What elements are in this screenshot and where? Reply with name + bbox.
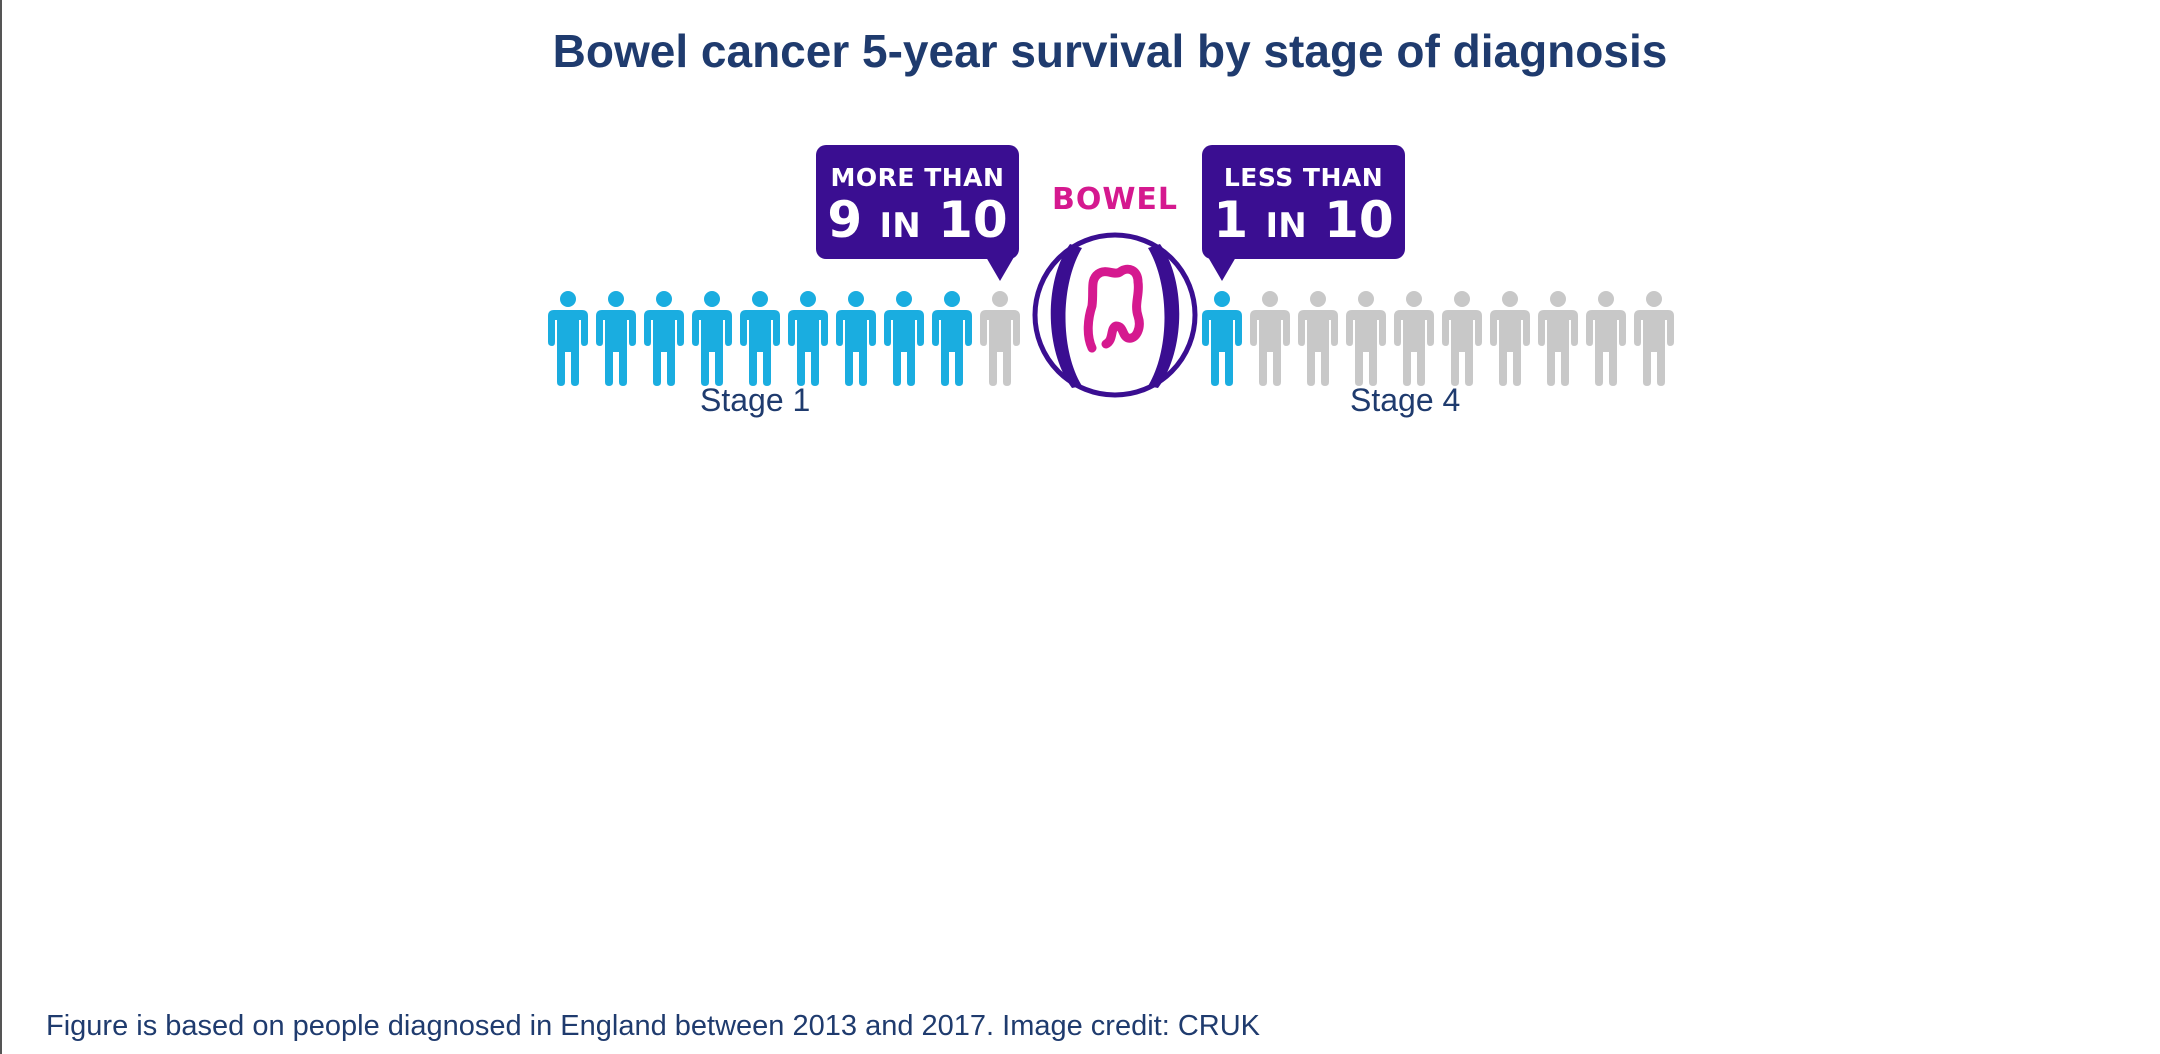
stage-4-person-icon bbox=[1586, 291, 1626, 386]
left-border bbox=[0, 0, 2, 1054]
stage-1-callout: MORE THAN 9 IN 10 bbox=[816, 145, 1019, 259]
stage-1-callout-prefix: MORE THAN bbox=[830, 163, 1005, 192]
stage-4-callout: LESS THAN 1 IN 10 bbox=[1202, 145, 1405, 259]
stage-1-survivor-person-icon bbox=[836, 291, 876, 386]
stage-4-person-icon bbox=[1490, 291, 1530, 386]
stage-4-callout-ratio: 1 IN 10 bbox=[1202, 194, 1405, 252]
stage-4-person-icon bbox=[1634, 291, 1674, 386]
stage-1-callout-num: 9 bbox=[827, 191, 863, 249]
stage-4-survivor-person-icon bbox=[1202, 291, 1242, 386]
stage-4-callout-in: IN bbox=[1265, 206, 1307, 246]
stage-1-callout-denom: 10 bbox=[938, 191, 1008, 249]
stage-1-survivor-person-icon bbox=[932, 291, 972, 386]
stage-1-survivor-person-icon bbox=[788, 291, 828, 386]
stage-4-person-icon bbox=[1250, 291, 1290, 386]
stage-1-callout-tail bbox=[986, 257, 1014, 281]
stage-4-person-icon bbox=[1394, 291, 1434, 386]
stage-4-callout-denom: 10 bbox=[1324, 191, 1394, 249]
stage-1-person-icon bbox=[980, 291, 1020, 386]
stage-4-person-icon bbox=[1442, 291, 1482, 386]
survival-infographic: MORE THAN 9 IN 10 LESS THAN 1 IN 10 BOWE… bbox=[530, 130, 1730, 430]
stage-4-callout-num: 1 bbox=[1213, 191, 1249, 249]
stage-4-people-row bbox=[1198, 290, 1678, 390]
stage-4-person-icon bbox=[1346, 291, 1386, 386]
footnote: Figure is based on people diagnosed in E… bbox=[46, 1010, 1260, 1042]
stage-4-callout-tail bbox=[1208, 257, 1236, 281]
stage-4-callout-prefix: LESS THAN bbox=[1223, 163, 1384, 192]
stage-4-label: Stage 4 bbox=[1350, 382, 1461, 418]
bowel-label: BOWEL bbox=[1051, 182, 1179, 217]
stage-1-survivor-person-icon bbox=[596, 291, 636, 386]
stage-4-person-icon bbox=[1298, 291, 1338, 386]
stage-1-survivor-person-icon bbox=[644, 291, 684, 386]
stage-1-label: Stage 1 bbox=[700, 382, 811, 418]
bowel-icon bbox=[1032, 232, 1198, 398]
stage-1-people-row bbox=[544, 290, 1024, 390]
stage-1-callout-ratio: 9 IN 10 bbox=[816, 194, 1019, 252]
stage-1-callout-in: IN bbox=[879, 206, 921, 246]
page-title: Bowel cancer 5-year survival by stage of… bbox=[552, 25, 1668, 77]
stage-1-survivor-person-icon bbox=[884, 291, 924, 386]
stage-4-person-icon bbox=[1538, 291, 1578, 386]
stage-1-survivor-person-icon bbox=[740, 291, 780, 386]
stage-1-survivor-person-icon bbox=[692, 291, 732, 386]
stage-1-survivor-person-icon bbox=[548, 291, 588, 386]
